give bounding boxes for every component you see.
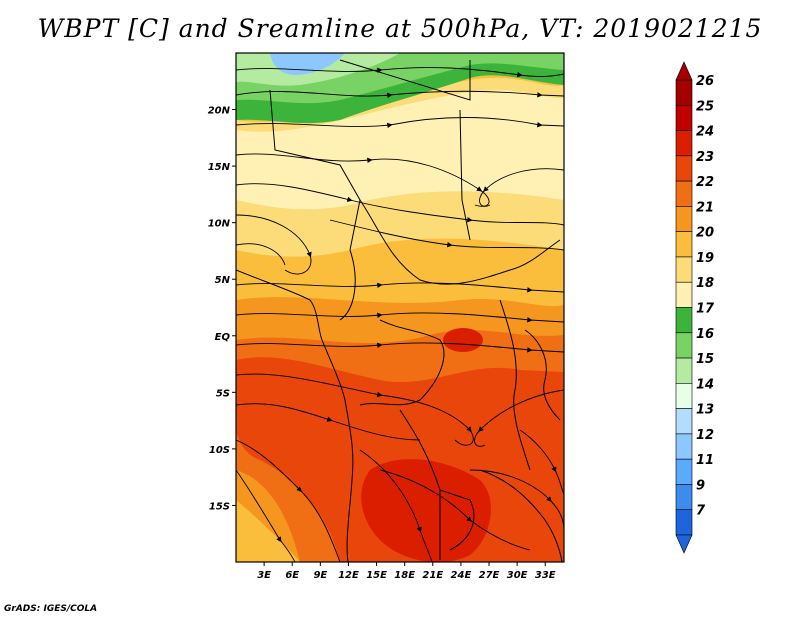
colorbar-swatch [675, 509, 693, 536]
lon-tick-label: 18E [394, 570, 415, 581]
colorbar-label: 22 [696, 175, 714, 190]
colorbar-bottom-arrow [675, 534, 693, 554]
colorbar-swatch [675, 206, 693, 232]
colorbar-swatch [675, 332, 693, 359]
colorbar-label: 11 [696, 453, 714, 468]
wbpt-shading [236, 53, 564, 562]
credit-text: GrADS: IGES/COLA [4, 604, 98, 614]
latitude-axis: 20N 15N 10N 5N EQ 5S 10S 15S [208, 106, 236, 512]
colorbar-label: 24 [696, 125, 714, 140]
colorbar-swatch [675, 231, 693, 258]
lat-tick-label: 15N [208, 162, 231, 173]
colorbar-swatch [675, 79, 693, 106]
colorbar-swatch [675, 408, 693, 435]
colorbar-swatch [675, 357, 693, 384]
colorbar-label: 14 [696, 377, 714, 392]
colorbar-swatch [675, 130, 693, 157]
lon-tick-label: 6E [285, 570, 299, 581]
colorbar-swatch [675, 484, 693, 511]
colorbar-top-arrow [675, 61, 693, 81]
colorbar-label: 21 [696, 200, 714, 215]
streamlines [236, 67, 564, 562]
lat-tick-label: 10S [209, 445, 230, 456]
colorbar-swatch [675, 433, 693, 460]
colorbar-label: 20 [696, 226, 714, 241]
colorbar-label: 25 [696, 99, 714, 114]
colorbar-label: 19 [696, 251, 714, 266]
colorbar-swatch [675, 104, 693, 131]
colorbar-label: 13 [696, 403, 714, 418]
lat-tick-label: 5S [216, 388, 230, 399]
colorbar-label: 18 [696, 276, 714, 291]
lon-tick-label: 24E [451, 570, 472, 581]
colorbar-label: 16 [696, 327, 714, 342]
lon-tick-label: 15E [366, 570, 387, 581]
lat-tick-label: EQ [215, 332, 231, 343]
lon-tick-label: 30E [507, 570, 528, 581]
lat-tick-label: 10N [208, 219, 231, 230]
colorbar-swatch [675, 307, 693, 334]
map-frame [235, 52, 565, 563]
colorbar-label: 15 [696, 352, 714, 367]
lat-tick-label: 15S [209, 501, 230, 512]
lon-tick-label: 3E [257, 570, 271, 581]
colorbar-label: 7 [696, 504, 706, 519]
lat-tick-label: 20N [208, 106, 231, 117]
chart-title: WBPT [C] and Sreamline at 500hPa, VT: 20… [37, 14, 763, 43]
lon-tick-label: 21E [422, 570, 443, 581]
colorbar-swatch [675, 155, 693, 182]
colorbar-label: 9 [696, 478, 705, 493]
colorbar-label: 12 [696, 428, 714, 443]
lon-tick-label: 27E [479, 570, 500, 581]
lon-tick-label: 33E [535, 570, 556, 581]
colorbar-swatch [675, 281, 693, 308]
colorbar-swatch [675, 383, 693, 409]
colorbar-swatch [675, 180, 693, 207]
colorbar-swatch [675, 458, 693, 485]
lon-tick-label: 9E [313, 570, 327, 581]
lat-tick-label: 5N [215, 275, 231, 286]
colorbar-label: 26 [696, 74, 714, 89]
colorbar-label: 17 [696, 302, 715, 317]
lon-tick-label: 12E [338, 570, 359, 581]
colorbar: 26 25 24 23 22 21 20 19 18 17 16 15 14 13 12 11 9 7 [675, 61, 715, 554]
colorbar-swatch [675, 256, 693, 283]
longitude-axis: 3E 6E 9E 12E 15E 18E 21E 24E 27E 30E 33E [257, 562, 556, 581]
colorbar-label: 23 [696, 150, 714, 165]
